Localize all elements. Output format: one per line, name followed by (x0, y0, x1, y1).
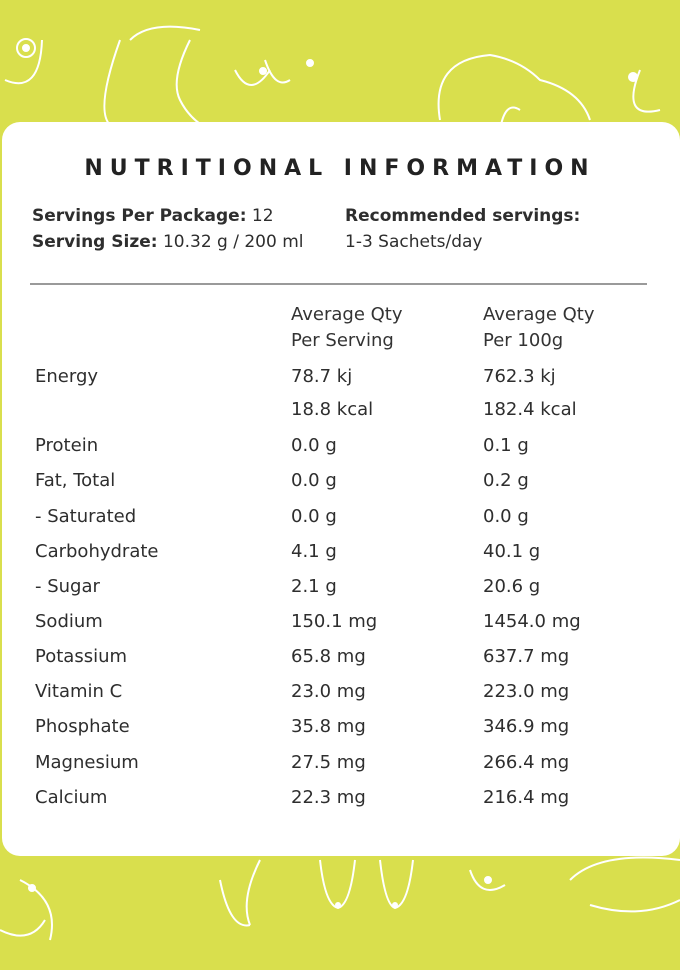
per-serving-value: 65.8 mg (291, 646, 366, 667)
nutrient-name: Phosphate (35, 716, 130, 737)
per-serving-value: 78.7 kj (291, 366, 353, 387)
per-100g-value: 0.2 g (483, 470, 529, 491)
nutrient-name: - Sugar (35, 576, 100, 597)
per-serving-value: 4.1 g (291, 541, 337, 562)
table-row: Fat, Total 0.0 g 0.2 g (0, 470, 680, 500)
servings-per-package-label: Servings Per Package: (32, 206, 247, 226)
per-serving-value: 0.0 g (291, 506, 337, 527)
column-header-line: Average Qty (483, 304, 595, 325)
table-row: Energy 78.7 kj 762.3 kj (0, 366, 680, 396)
per-serving-value: 18.8 kcal (291, 399, 374, 420)
table-row: Phosphate 35.8 mg 346.9 mg (0, 716, 680, 746)
table-row: Calcium 22.3 mg 216.4 mg (0, 787, 680, 817)
per-100g-value: 1454.0 mg (483, 611, 581, 632)
nutrient-name: Fat, Total (35, 470, 116, 491)
column-header-line: Per 100g (483, 330, 564, 351)
serving-size-label: Serving Size: (32, 232, 158, 252)
serving-info: Servings Per Package: 12 Serving Size: 1… (32, 203, 304, 255)
table-row: Vitamin C 23.0 mg 223.0 mg (0, 681, 680, 711)
recommended-info: Recommended servings: 1-3 Sachets/day (345, 203, 580, 255)
per-serving-value: 23.0 mg (291, 681, 366, 702)
per-100g-value: 20.6 g (483, 576, 541, 597)
per-serving-value: 2.1 g (291, 576, 337, 597)
nutrient-name: Vitamin C (35, 681, 123, 702)
nutrient-name: Energy (35, 366, 99, 387)
nutrient-name: - Saturated (35, 506, 137, 527)
nutrient-name: Sodium (35, 611, 103, 632)
table-row: Sodium 150.1 mg 1454.0 mg (0, 611, 680, 641)
per-100g-value: 40.1 g (483, 541, 541, 562)
column-header-per-100g: Average Qty Per 100g (483, 302, 595, 354)
column-header-line: Per Serving (291, 330, 394, 351)
recommended-value: 1-3 Sachets/day (345, 232, 483, 252)
per-100g-value: 0.1 g (483, 435, 529, 456)
per-serving-value: 0.0 g (291, 470, 337, 491)
per-100g-value: 182.4 kcal (483, 399, 577, 420)
nutrition-card (2, 122, 680, 856)
nutrient-name: Magnesium (35, 752, 139, 773)
per-100g-value: 637.7 mg (483, 646, 570, 667)
nutrient-name: Potassium (35, 646, 128, 667)
servings-per-package-value: 12 (251, 206, 274, 226)
table-row: 18.8 kcal 182.4 kcal (0, 399, 680, 429)
per-serving-value: 27.5 mg (291, 752, 366, 773)
per-100g-value: 346.9 mg (483, 716, 570, 737)
per-serving-value: 35.8 mg (291, 716, 366, 737)
table-row: Protein 0.0 g 0.1 g (0, 435, 680, 465)
table-row: Potassium 65.8 mg 637.7 mg (0, 646, 680, 676)
divider (30, 283, 647, 285)
per-100g-value: 223.0 mg (483, 681, 570, 702)
serving-size-value: 10.32 g / 200 ml (162, 232, 304, 252)
per-100g-value: 0.0 g (483, 506, 529, 527)
page-title: NUTRITIONAL INFORMATION (84, 156, 596, 181)
recommended-label: Recommended servings: (345, 206, 581, 226)
per-serving-value: 22.3 mg (291, 787, 366, 808)
per-100g-value: 216.4 mg (483, 787, 570, 808)
table-row: Carbohydrate 4.1 g 40.1 g (0, 541, 680, 571)
per-100g-value: 266.4 mg (483, 752, 570, 773)
column-header-per-serving: Average Qty Per Serving (291, 302, 403, 354)
nutrient-name: Calcium (35, 787, 108, 808)
per-100g-value: 762.3 kj (483, 366, 556, 387)
per-serving-value: 150.1 mg (291, 611, 378, 632)
nutrient-name: Carbohydrate (35, 541, 159, 562)
table-row: - Sugar 2.1 g 20.6 g (0, 576, 680, 606)
column-header-line: Average Qty (291, 304, 403, 325)
nutrient-name: Protein (35, 435, 99, 456)
table-row: - Saturated 0.0 g 0.0 g (0, 506, 680, 536)
table-row: Magnesium 27.5 mg 266.4 mg (0, 752, 680, 782)
per-serving-value: 0.0 g (291, 435, 337, 456)
